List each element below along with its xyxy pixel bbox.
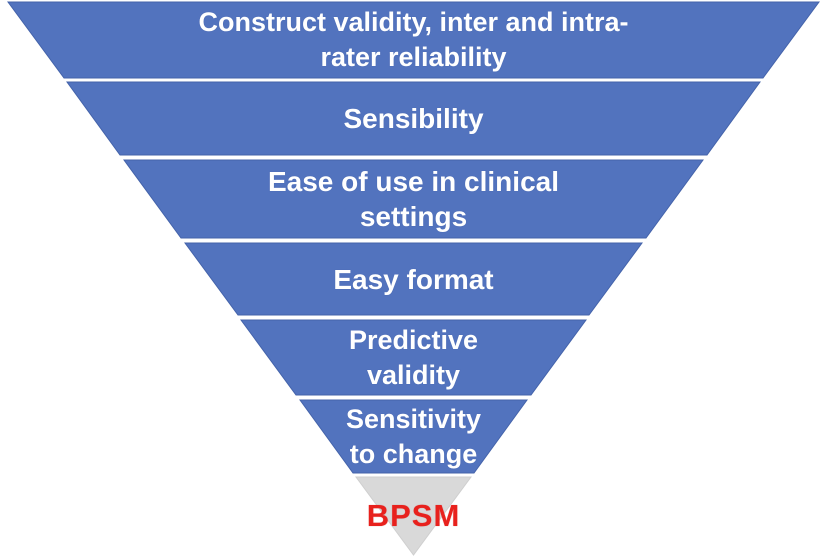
funnel-band-1-line-2: rater reliability	[320, 42, 507, 72]
funnel-band-4-shape	[184, 242, 643, 316]
funnel-band-6-label: Sensitivity to change	[0, 400, 827, 473]
funnel-apex-text: BPSM	[366, 498, 461, 533]
funnel-band-3-line-2: settings	[359, 201, 468, 232]
funnel-band-4-line-1: Easy format	[333, 263, 494, 295]
funnel-band-5-label: Predictive validity	[0, 320, 827, 395]
funnel-band-6-shape	[299, 399, 528, 474]
funnel-apex-label: BPSM	[0, 477, 827, 555]
funnel-band-5-line-2: validity	[366, 359, 461, 390]
funnel-band-1-line-1: Construct validity, inter and intra-	[198, 7, 629, 37]
funnel-band-1-shape	[7, 1, 820, 79]
funnel-band-6-line-1: Sensitivity	[345, 403, 482, 434]
funnel-apex-shape	[355, 476, 472, 556]
funnel-band-4-label: Easy format	[0, 243, 827, 315]
funnel-band-2-label: Sensibility	[0, 82, 827, 155]
funnel-band-1-label: Construct validity, inter and intra- rat…	[0, 2, 827, 78]
funnel-band-6-line-2: to change	[349, 438, 478, 469]
funnel-band-3-label: Ease of use in clinical settings	[0, 160, 827, 238]
funnel-band-5-shape	[240, 319, 587, 396]
funnel-band-2-line-1: Sensibility	[343, 103, 484, 134]
funnel-band-2-shape	[66, 81, 761, 156]
funnel-band-5-line-1: Predictive	[348, 324, 479, 355]
funnel-band-3-shape	[123, 159, 704, 239]
funnel-band-3-line-1: Ease of use in clinical	[267, 166, 559, 197]
